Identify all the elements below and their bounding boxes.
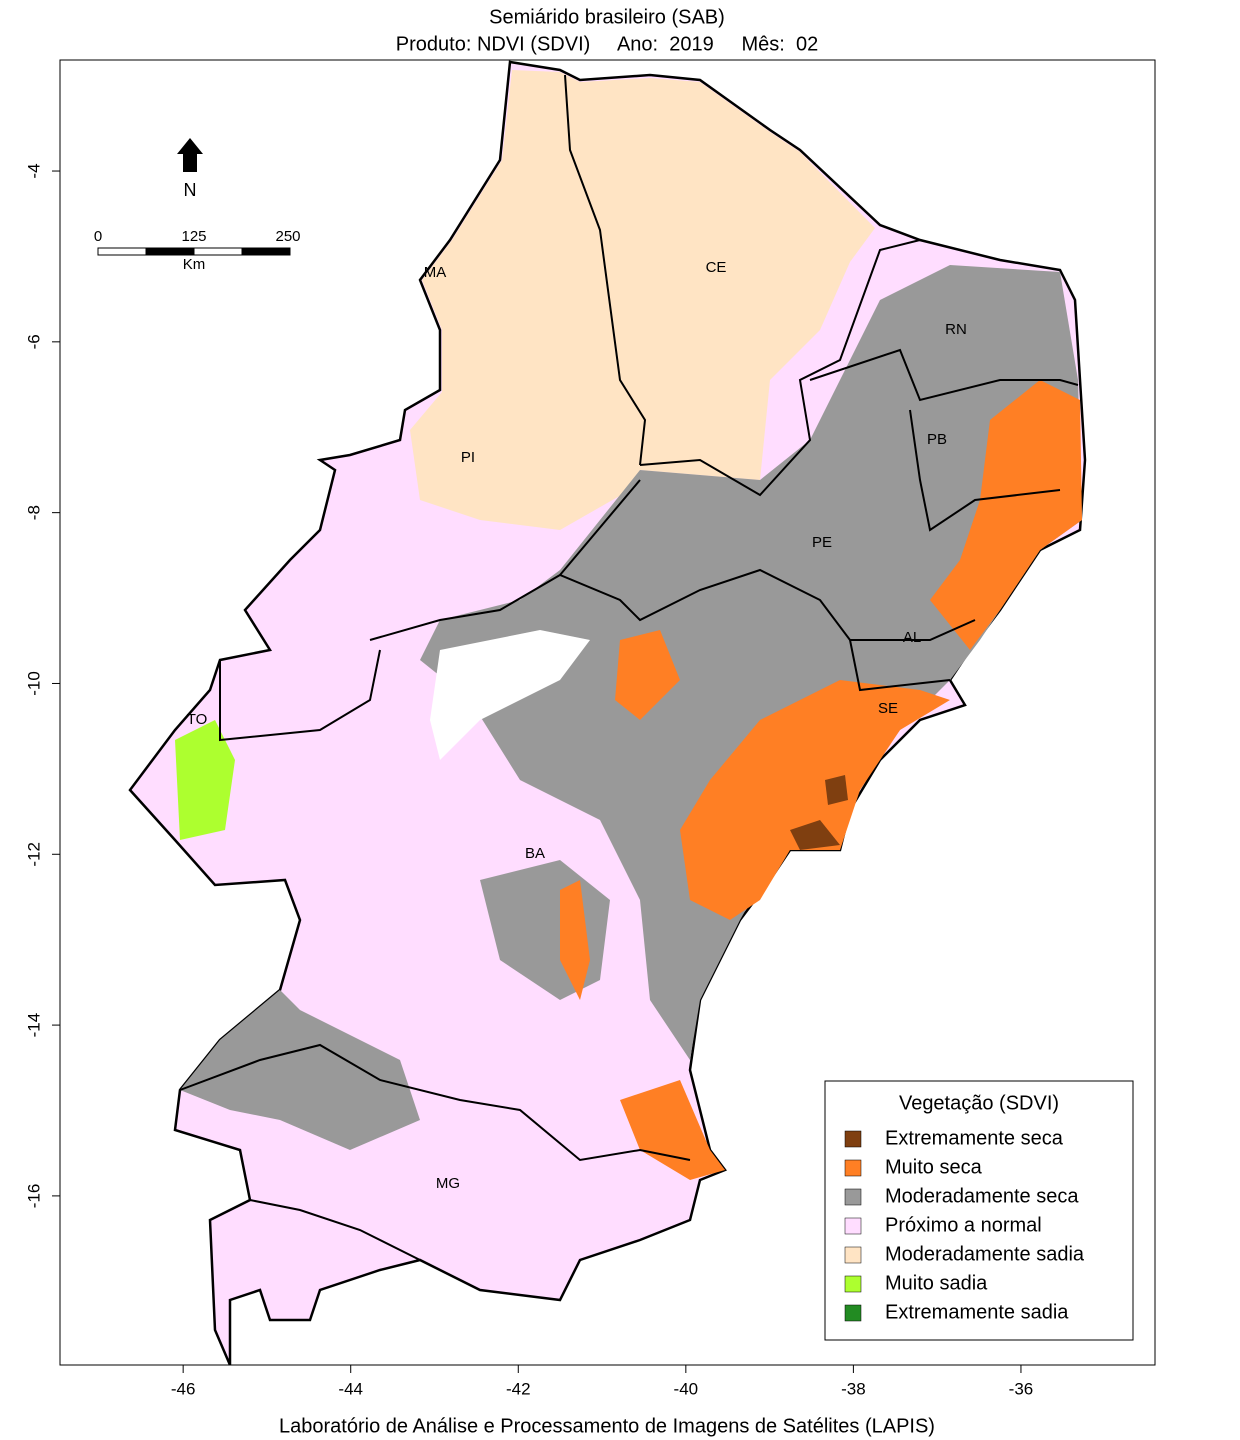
state-label: TO (187, 711, 208, 728)
legend-swatch (844, 1130, 862, 1148)
subtitle: Produto: NDVI (SDVI) Ano: 2019 Mês: 02 (396, 33, 818, 55)
y-tick-label: -4 (24, 163, 43, 178)
state-label: MG (436, 1175, 460, 1192)
region-very-dry (680, 680, 950, 920)
scale-segment (193, 247, 243, 256)
legend-label: Muito seca (885, 1156, 983, 1178)
y-tick-label: -6 (24, 334, 43, 349)
state-label: SE (878, 700, 898, 717)
state-label: PI (461, 449, 475, 466)
x-tick-label: -40 (674, 1379, 699, 1398)
legend-label: Moderadamente sadia (885, 1243, 1085, 1265)
legend-swatch (844, 1159, 862, 1177)
legend-label: Muito sadia (885, 1272, 988, 1294)
state-label: PB (927, 431, 947, 448)
state-label: MA (424, 264, 447, 281)
state-label: PE (812, 534, 832, 551)
y-tick-label: -10 (24, 671, 43, 696)
region-very-dry (560, 880, 590, 1000)
legend-swatch (844, 1275, 862, 1293)
y-tick-label: -16 (24, 1184, 43, 1209)
region-very-dry (615, 630, 680, 720)
state-label: CE (706, 259, 727, 276)
y-tick-label: -12 (24, 842, 43, 867)
state-label: RN (945, 321, 967, 338)
region-very-healthy (175, 720, 235, 840)
north-arrow: N (177, 138, 203, 200)
y-tick-label: -8 (24, 505, 43, 520)
region-extremely-dry (825, 775, 848, 805)
x-tick-label: -44 (338, 1379, 363, 1398)
x-tick-label: -36 (1009, 1379, 1034, 1398)
scale-bar: 0 125 250 Km (94, 228, 301, 273)
map-area: MA CE RN PB PI PE AL SE TO BA MG (128, 60, 1087, 1366)
region-extremely-dry (790, 820, 840, 850)
scale-label: 0 (94, 228, 102, 245)
scale-label: 250 (275, 228, 300, 245)
legend-box (824, 1080, 1134, 1341)
legend: Vegetação (SDVI) Extremamente seca Muito … (824, 1080, 1134, 1341)
legend-label: Próximo a normal (885, 1214, 1042, 1236)
state-label: AL (903, 629, 921, 646)
legend-label: Moderadamente seca (885, 1185, 1079, 1207)
title: Semiárido brasileiro (SAB) (489, 6, 725, 28)
region-very-dry (620, 1080, 725, 1180)
scale-segment (145, 247, 195, 256)
region-moderately-dry (420, 265, 1082, 1060)
x-tick-label: -46 (171, 1379, 196, 1398)
y-tick-label: -14 (24, 1013, 43, 1038)
x-tick-label: -42 (506, 1379, 531, 1398)
x-tick-label: -38 (841, 1379, 866, 1398)
scale-unit: Km (183, 256, 206, 273)
no-data (430, 630, 590, 760)
legend-title: Vegetação (SDVI) (899, 1092, 1059, 1114)
legend-swatch (844, 1217, 862, 1235)
scale-segment (241, 247, 291, 256)
legend-swatch (844, 1304, 862, 1322)
state-borders (179, 74, 1079, 1261)
region-moderately-dry (180, 990, 420, 1150)
legend-label: Extremamente sadia (885, 1301, 1069, 1323)
region-healthy (410, 70, 875, 530)
scale-segment (97, 247, 147, 256)
region-very-dry (930, 380, 1082, 650)
legend-swatch (844, 1246, 862, 1264)
footer: Laboratório de Análise e Processamento d… (279, 1415, 935, 1437)
state-label: BA (525, 845, 545, 862)
legend-swatch (844, 1188, 862, 1206)
north-label: N (184, 180, 197, 200)
north-arrow-icon (177, 138, 203, 172)
legend-label: Extremamente seca (885, 1127, 1064, 1149)
scale-label: 125 (181, 228, 206, 245)
